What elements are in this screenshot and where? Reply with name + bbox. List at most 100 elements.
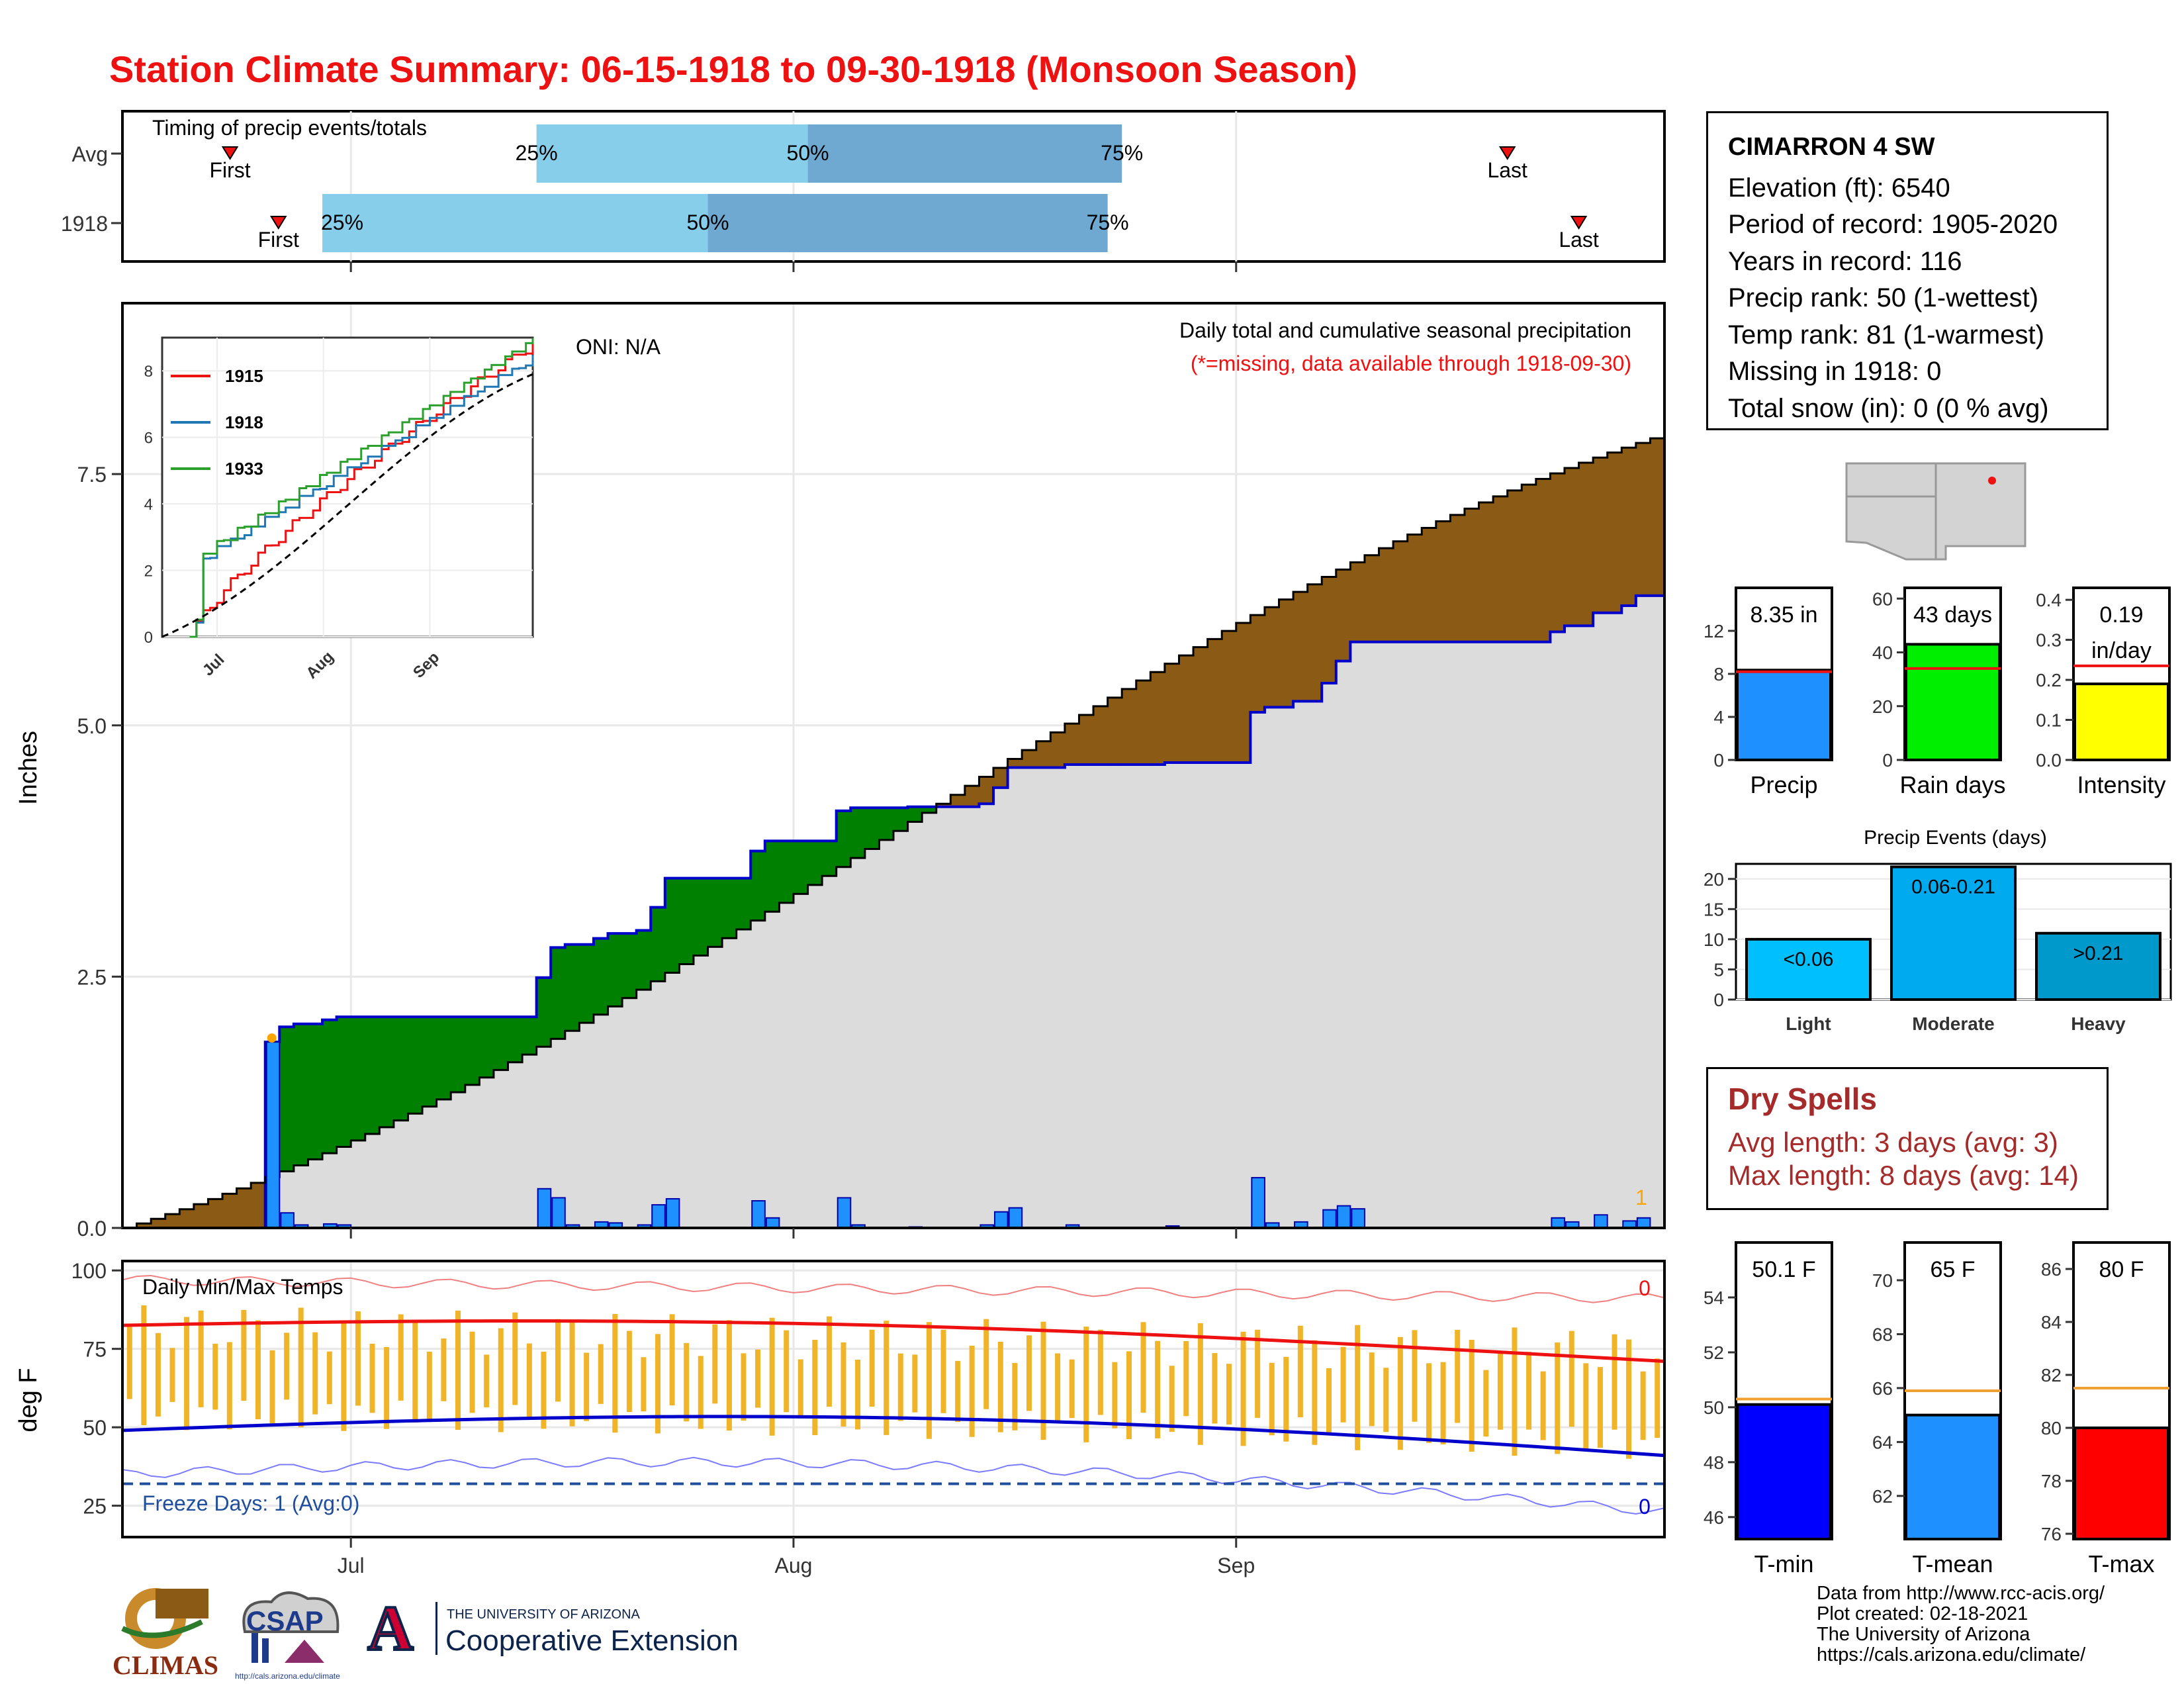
precip-surplus-step [308,1023,323,1160]
daily-precip-bar [994,1211,1009,1229]
timing-row-label: Avg [71,142,108,166]
daily-precip-bar [665,1197,680,1229]
daily-precip-bar [765,1217,780,1229]
daily-precip-bar [1636,1217,1651,1229]
inset-line-1915 [189,343,534,638]
precip-deficit-step [165,1214,180,1228]
credit-university: The University of Arizona [1817,1624,2030,1645]
tmean-y-tick-label: 66 [1872,1378,1893,1399]
timing-first-marker [221,146,239,160]
precip-deficit-step [950,794,966,807]
precip-surplus-step [651,907,666,982]
precip-surplus-step [465,1017,480,1085]
precip-surplus-step [764,841,780,912]
precip-deficit-step [193,1204,209,1228]
rain_days-y-tick-label: 20 [1872,696,1893,717]
timing-bar-q2 [807,124,1122,183]
observed-cumulative-line [122,594,1664,1229]
precip-deficit-step [1293,592,1308,702]
timing-first-marker [269,216,287,230]
precip-deficit-step [1635,443,1651,596]
max-record-count: 0 [1639,1276,1651,1300]
temps-x-tick-label: Aug [775,1554,813,1577]
events-bar [2035,931,2161,1002]
events-y-tick-label: 15 [1704,899,1724,919]
tmin-x-label: T-min [1754,1550,1814,1577]
tmin-y-tick-label: 48 [1704,1452,1724,1473]
events-category-label: Heavy [2071,1013,2126,1034]
precip-surplus-step [493,1017,509,1070]
precip-deficit-step [251,1182,266,1228]
precip-surplus-step [779,841,794,903]
tmin-y-tick-label: 52 [1704,1342,1724,1363]
station-name: CIMARRON 4 SW [1728,133,1935,161]
precip-deficit-step [1307,584,1322,702]
station-elevation: Elevation (ft): 6540 [1728,173,1950,203]
precip-surplus-step [351,1017,366,1141]
tmax-y-tick-label: 82 [2041,1365,2062,1385]
daily-precip-bar [837,1197,852,1229]
precip-deficit-step [1593,457,1608,613]
credit-data-source: Data from http://www.rcc-acis.org/ [1817,1583,2105,1604]
inset-y-tick-label: 2 [144,563,153,581]
precip-surplus-step [393,1017,409,1121]
precip-deficit-step [1422,528,1437,642]
oni-label: ONI: N/A [576,335,661,359]
precip-deficit-step [1607,452,1622,613]
avg-max-temp-line [122,1319,1665,1363]
rain_days-value-bar [1905,643,2001,761]
inset-y-tick-label: 4 [144,496,153,514]
precip-surplus-step [822,841,837,876]
record-max-line [122,1275,1665,1303]
temps-title: Daily Min/Max Temps [142,1275,343,1299]
precip-surplus-step [522,1017,537,1055]
precip-deficit-step [1435,521,1451,642]
events-bar-label: >0.21 [2073,943,2124,964]
precip-deficit-step [1107,697,1122,765]
precip-deficit-step [1179,655,1194,763]
tmin-value-bar [1736,1403,1832,1540]
credit-url: https://cals.arizona.edu/climate/ [1817,1644,2086,1665]
precip-deficit-step [1207,639,1222,763]
precip-deficit-step [1036,741,1051,768]
precip-surplus-step [751,851,766,921]
precip-surplus-step [608,933,623,1007]
daily-precip-bar [1322,1209,1337,1229]
precip-deficit-step [1621,447,1637,606]
rain_days-value-label: 43 days [1913,602,1992,628]
dry-spells-avg: Avg length: 3 days (avg: 3) [1728,1127,2058,1158]
tmax-value-bar [2073,1427,2169,1540]
precip-deficit-step [1550,473,1565,632]
precip-surplus-step [622,933,637,998]
daily-precip-bar [1251,1177,1265,1229]
precip-surplus-step [479,1017,494,1078]
temps-y-tick-label: 25 [83,1495,107,1519]
dry-spells-panel: Dry Spells Avg length: 3 days (avg: 3) M… [1706,1067,2109,1210]
timing-p50-label: 50% [787,141,829,165]
precip_total-y-tick-label: 8 [1713,664,1724,684]
precip-deficit-step [1279,599,1294,708]
precip-surplus-step [365,1017,380,1134]
daily-max-marker [267,1033,277,1043]
intensity-y-tick-label: 0.3 [2036,630,2062,651]
precip-deficit-step [1479,502,1494,642]
precip-surplus-step [736,878,751,929]
precip-surplus-step [408,1017,423,1114]
precip-deficit-step [1650,438,1665,596]
timing-p50-label: 50% [687,211,729,234]
temps-y-tick-label: 100 [71,1259,107,1283]
precip-y-axis-label: Inches [15,731,42,805]
timing-last-marker [1498,146,1516,160]
timing-row-label: 1918 [61,212,108,236]
precip-surplus-step [336,1017,351,1147]
timing-title: Timing of precip events/totals [152,116,427,140]
precip-y-tick-label: 2.5 [77,965,107,989]
daily-precip-bar [1351,1208,1365,1229]
precip_total-y-tick-label: 0 [1713,750,1724,771]
csap-logo-text: CSAP [246,1605,324,1636]
precip-deficit-step [1064,724,1080,765]
rain_days-y-tick-label: 60 [1872,588,1893,609]
precip-deficit-step [1136,680,1151,765]
events-y-tick-label: 5 [1713,959,1724,980]
station-location-dot [1988,477,1996,485]
